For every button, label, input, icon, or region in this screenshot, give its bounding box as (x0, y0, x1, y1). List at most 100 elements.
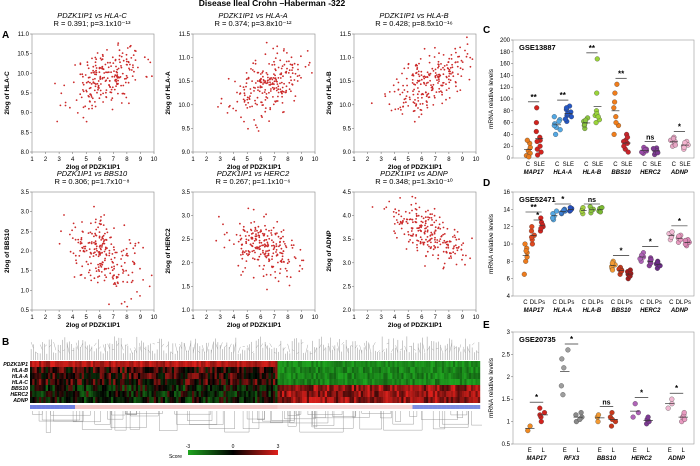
scatter-point (128, 67, 130, 70)
x-tick-label: 2 (366, 315, 370, 321)
scatter-point (271, 239, 273, 242)
scatter-point (261, 92, 264, 94)
heatmap-cell (475, 361, 478, 367)
dendrogram-link (112, 348, 115, 350)
scatter-point (407, 233, 410, 236)
scatter-point (250, 92, 252, 94)
group-label: L (647, 448, 651, 454)
scatter-point (273, 60, 275, 63)
data-point (597, 209, 603, 215)
heatmap-cell (399, 361, 402, 367)
group-label: Ps (655, 300, 662, 306)
scatter-point (263, 239, 266, 242)
heatmap-cell (266, 391, 269, 397)
scatter-point (81, 81, 84, 84)
scatter-point (280, 259, 283, 262)
heatmap-cell (72, 379, 76, 385)
scatter-point (290, 244, 293, 247)
scatter-point (105, 91, 107, 94)
heatmap-cell (180, 391, 184, 397)
heatmap-cell (381, 397, 384, 403)
scatter-point (79, 93, 82, 96)
heatmap-cell (144, 385, 148, 391)
heatmap-cell (329, 397, 332, 403)
heatmap-cell (414, 373, 418, 379)
scatter-point (275, 251, 277, 253)
heatmap-cell (306, 361, 310, 367)
heatmap-cell (394, 391, 397, 397)
scatter-point (428, 74, 431, 77)
heatmap-cell (266, 361, 269, 367)
heatmap-cell (302, 385, 305, 391)
heatmap-cell (387, 397, 391, 403)
y-tick-label: 2.5 (502, 352, 511, 358)
heatmap-cell (387, 373, 391, 379)
scatter-point (276, 83, 279, 85)
heatmap-cell (169, 367, 172, 373)
heatmap-cell (466, 385, 469, 391)
plot-frame (192, 191, 316, 311)
scatter-point (460, 248, 463, 251)
heatmap-cell (198, 367, 202, 373)
scatter-point (291, 83, 294, 86)
heatmap-cell (30, 379, 33, 385)
scatter-point (416, 68, 418, 70)
dendrogram-branch (50, 411, 91, 416)
scatter-point (407, 105, 410, 107)
scatter-stat-4: R = 0.306; p=1.7x10⁻⁸ (54, 177, 130, 186)
heatmap-cell (318, 367, 321, 373)
heatmap-cell (412, 373, 415, 379)
heatmap-cell (441, 367, 445, 373)
scatter-point (72, 222, 75, 225)
scatter-point (271, 86, 274, 89)
heatmap-cell (320, 367, 323, 373)
heatmap-cell (138, 397, 141, 403)
annotation-cell (448, 405, 451, 409)
scatter-point (127, 102, 130, 105)
significance-label: * (678, 217, 682, 226)
scatter-point (449, 70, 451, 73)
heatmap-cell (257, 379, 260, 385)
heatmap-cell (304, 379, 307, 385)
scatter-point (407, 240, 410, 243)
scatter-point (400, 215, 403, 218)
scatter-point (262, 104, 264, 106)
heatmap-cell (306, 391, 310, 397)
scatter-point (126, 47, 129, 49)
scatter-point (300, 76, 302, 79)
annotation-cell (410, 405, 413, 409)
heatmap-cell (401, 397, 404, 403)
group-label: L (612, 448, 616, 454)
heatmap-cell (261, 361, 265, 367)
heatmap-cell (176, 385, 179, 391)
annotation-cell (471, 405, 474, 409)
heatmap-cell (185, 397, 188, 403)
scatter-point (265, 250, 267, 253)
data-point (527, 423, 533, 429)
heatmap-cell (135, 379, 139, 385)
y-tick-label: 9.0 (21, 111, 30, 117)
heatmap-cell (403, 373, 406, 379)
heatmap-cell (219, 361, 222, 367)
heatmap-cell (237, 379, 240, 385)
heatmap-cell (210, 379, 213, 385)
data-point (526, 154, 532, 160)
heatmap-cell (176, 391, 179, 397)
scatter-point (80, 96, 83, 99)
heatmap-cell (207, 385, 211, 391)
heatmap-cell (72, 373, 76, 379)
heatmap-cell (288, 379, 292, 385)
heatmap-cell (270, 361, 274, 367)
heatmap-cell (383, 397, 386, 403)
y-tick-label: 180 (500, 50, 511, 56)
y-tick-label: 0 (507, 156, 511, 162)
scatter-point (395, 78, 398, 80)
annotation-cell (259, 405, 262, 409)
heatmap-cell (313, 367, 316, 373)
scatter-point (454, 252, 456, 255)
scatter-point (242, 250, 244, 253)
scatter-point (449, 79, 452, 82)
heatmap-cell (156, 397, 159, 403)
heatmap-cell (156, 361, 159, 367)
heatmap-cell (180, 373, 184, 379)
